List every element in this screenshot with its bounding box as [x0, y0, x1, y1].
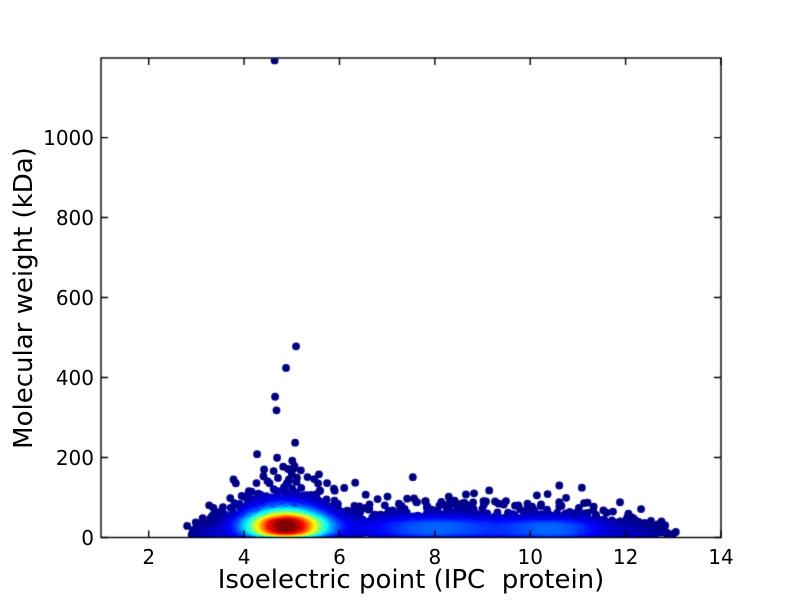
y-tick-label: 1000: [43, 125, 94, 150]
y-axis-label: Molecular weight (kDa): [9, 147, 39, 449]
y-tick-label: 600: [55, 285, 94, 310]
x-tick-label: 14: [708, 544, 734, 569]
x-tick-label: 8: [428, 544, 442, 569]
y-tick-label: 800: [55, 205, 94, 230]
y-tick-label: 400: [55, 365, 94, 390]
y-tick-label: 200: [55, 445, 94, 470]
x-tick-label: 10: [517, 544, 543, 569]
x-axis-label: Isoelectric point (IPC protein): [217, 565, 605, 595]
y-tick-label: 0: [81, 525, 94, 550]
x-tick-label: 6: [333, 544, 346, 569]
x-tick-label: 12: [612, 544, 639, 569]
x-tick-label: 4: [237, 544, 251, 569]
x-tick-label: 2: [142, 544, 156, 569]
